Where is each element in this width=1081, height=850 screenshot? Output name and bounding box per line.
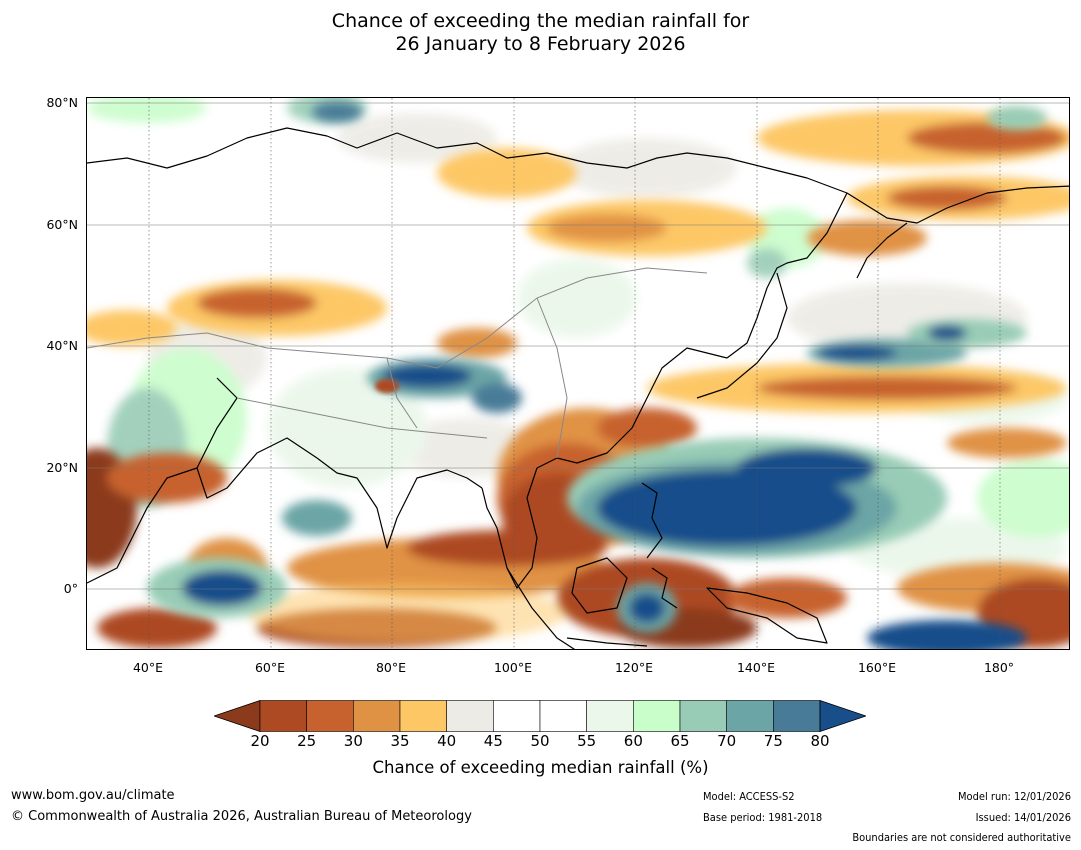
colorbar-tick-label: 30	[343, 732, 363, 750]
title-line-1: Chance of exceeding the median rainfall …	[331, 10, 750, 32]
colorbar-tick-label: 45	[483, 732, 503, 750]
lon-label-40e: 40°E	[132, 660, 164, 675]
colorbar-swatch	[633, 700, 681, 732]
forecast-map	[86, 97, 1070, 650]
base-period-label: Base period: 1981-2018	[703, 811, 823, 824]
lon-label-140e: 140°E	[736, 660, 775, 675]
colorbar-swatch	[586, 700, 634, 732]
lon-label-120e: 120°E	[614, 660, 653, 675]
lat-label-60n: 60°N	[46, 217, 78, 232]
colorbar-swatch	[539, 700, 587, 732]
lon-label-160e: 160°E	[857, 660, 896, 675]
lon-label-180: 180°	[983, 660, 1015, 675]
colorbar-tick-label: 65	[670, 732, 690, 750]
colorbar-tick-label: 55	[577, 732, 597, 750]
colorbar-swatch	[399, 700, 447, 732]
colorbar-swatch	[726, 700, 774, 732]
colorbar-swatch	[493, 700, 541, 732]
colorbar-extend-low	[214, 700, 261, 732]
lon-label-60e: 60°E	[254, 660, 286, 675]
lat-label-40n: 40°N	[46, 338, 78, 353]
lat-label-20n: 20°N	[46, 460, 78, 475]
lat-label-0: 0°	[63, 581, 78, 596]
colorbar-tick-label: 20	[250, 732, 270, 750]
issued-label: Issued: 14/01/2026	[975, 811, 1071, 824]
colorbar-swatch	[306, 700, 354, 732]
colorbar-swatch	[259, 700, 307, 732]
model-run-label: Model run: 12/01/2026	[958, 790, 1071, 803]
colorbar-extend-high	[819, 700, 866, 732]
model-label: Model: ACCESS-S2	[703, 790, 795, 803]
lon-label-80e: 80°E	[375, 660, 407, 675]
map-title: Chance of exceeding the median rainfall …	[0, 10, 1081, 56]
lon-label-100e: 100°E	[493, 660, 532, 675]
colorbar	[214, 700, 866, 732]
colorbar-tick-label: 40	[437, 732, 457, 750]
colorbar-tick-label: 50	[530, 732, 550, 750]
website-link[interactable]: www.bom.gov.au/climate	[11, 788, 175, 803]
colorbar-tick-label: 25	[297, 732, 317, 750]
copyright-notice: © Commonwealth of Australia 2026, Austra…	[11, 809, 472, 824]
lat-label-80n: 80°N	[46, 95, 78, 110]
colorbar-tick-label: 60	[623, 732, 643, 750]
colorbar-swatch	[773, 700, 821, 732]
colorbar-tick-label: 75	[763, 732, 783, 750]
colorbar-title: Chance of exceeding median rainfall (%)	[372, 758, 709, 777]
title-line-2: 26 January to 8 February 2026	[395, 33, 686, 55]
colorbar-tick-label: 80	[810, 732, 830, 750]
colorbar-tick-label: 35	[390, 732, 410, 750]
disclaimer-label: Boundaries are not considered authoritat…	[852, 831, 1071, 844]
colorbar-tick-label: 70	[717, 732, 737, 750]
colorbar-swatch	[446, 700, 494, 732]
rainfall-probability-field	[87, 98, 1069, 649]
colorbar-swatch	[353, 700, 401, 732]
colorbar-swatch	[679, 700, 727, 732]
